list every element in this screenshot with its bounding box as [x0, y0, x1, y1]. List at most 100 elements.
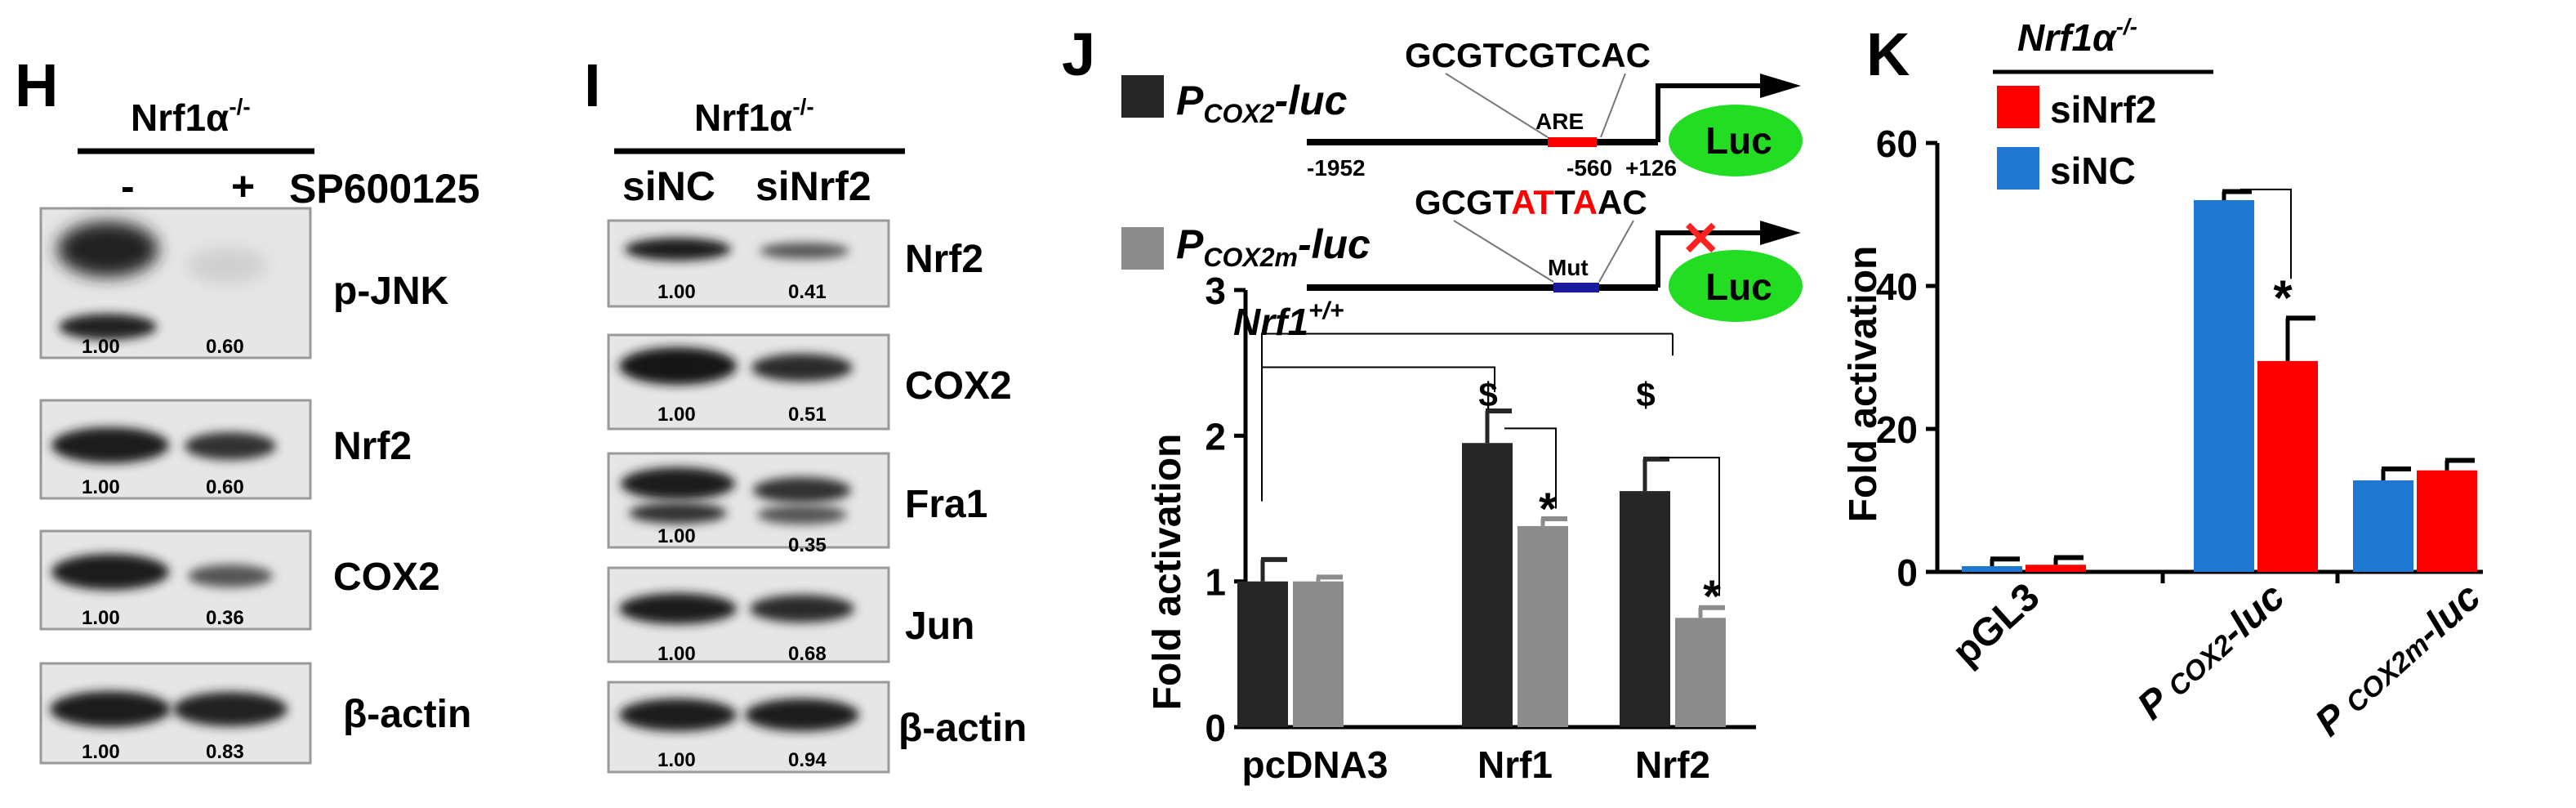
band	[621, 467, 735, 500]
significance-star: *	[2273, 270, 2293, 325]
quant-value: 0.83	[206, 741, 244, 763]
bar	[1462, 443, 1513, 727]
mut-element	[1553, 283, 1599, 292]
band	[750, 595, 854, 623]
quant-value: 0.36	[206, 607, 244, 629]
bar	[1293, 581, 1344, 727]
significance-dollar: $	[1636, 376, 1655, 414]
band	[760, 243, 849, 259]
quant-value: 0.60	[206, 476, 244, 498]
quant-value: 1.00	[82, 476, 120, 498]
panel-h: H Nrf1α-/- - + SP600125 p-JNK 1.00 0.60 …	[15, 51, 480, 765]
bar	[1962, 566, 2022, 572]
bar	[1237, 581, 1288, 727]
panel-h-letter: H	[15, 51, 58, 119]
band	[757, 505, 847, 525]
zoom-line	[1445, 73, 1549, 138]
luc-reporter	[1669, 105, 1803, 176]
arrowhead	[1760, 74, 1801, 98]
pos-start: -1952	[1307, 155, 1366, 181]
y-tick-label: 0	[1205, 707, 1226, 749]
band	[185, 432, 276, 460]
legend-swatch-gray	[1121, 227, 1164, 270]
chart-k-ylabel: Fold activation	[1842, 246, 1885, 523]
band	[51, 554, 169, 590]
band	[173, 692, 287, 726]
quant-value: 0.51	[788, 404, 827, 426]
y-tick-label: 1	[1205, 561, 1226, 604]
legend-swatch-dark	[1121, 75, 1164, 118]
y-tick-label: 60	[1876, 123, 1918, 165]
chart-j: Fold activation 0 1 2 3 pcDNA3 Nrf1 Nrf2 $ $ * *	[1146, 270, 1756, 786]
bar	[1675, 618, 1726, 727]
y-tick-label: 3	[1205, 270, 1226, 312]
panel-i-genotype: Nrf1α-/-	[694, 94, 814, 139]
luc-label: Luc	[1705, 266, 1772, 308]
construct-cox2m: PCOX2m-luc GCGTATTAAC Mut ✕ Luc	[1121, 183, 1803, 322]
bracket	[1262, 366, 1495, 392]
zoom-line	[1453, 220, 1554, 283]
legend-swatch-sinc	[1997, 147, 2039, 190]
y-tick-label: 0	[1896, 551, 1918, 594]
quant-value: 0.60	[206, 336, 244, 358]
quant-value: 1.00	[82, 741, 120, 763]
band	[619, 593, 737, 624]
construct-cox2-sequence: GCGTCGTCAC	[1405, 36, 1651, 74]
band	[51, 427, 169, 463]
blot-i-nrf2-label: Nrf2	[905, 238, 983, 281]
are-element	[1548, 137, 1597, 147]
blot-h-nrf2-label: Nrf2	[333, 425, 412, 468]
zoom-line	[1598, 220, 1634, 283]
blot-i-actin-label: β-actin	[898, 707, 1027, 750]
pos-mid: -560	[1567, 155, 1612, 181]
panel-h-minus: -	[121, 163, 135, 209]
quant-value: 1.00	[657, 404, 696, 426]
band	[188, 565, 273, 587]
luc-label: Luc	[1705, 119, 1772, 162]
quant-value: 0.94	[788, 749, 827, 771]
quant-value: 1.00	[82, 607, 120, 629]
bar	[2257, 360, 2318, 572]
y-tick-label: 40	[1876, 266, 1918, 308]
panel-i-lane1: siNC	[622, 163, 715, 209]
panel-h-treatment-label: SP600125	[289, 166, 480, 212]
band	[619, 699, 737, 731]
construct-cox2m-name: PCOX2m-luc	[1176, 221, 1370, 272]
bracket	[1504, 427, 1557, 509]
chart-j-ylabel: Fold activation	[1146, 434, 1189, 711]
band	[59, 314, 157, 340]
blot-i-fra1: Fra1 1.00 0.35	[607, 452, 987, 556]
bracket	[1660, 457, 1720, 596]
legend-sinc: siNC	[2050, 150, 2136, 192]
legend-swatch-sinrf2	[1997, 86, 2039, 128]
quant-value: 1.00	[82, 336, 120, 358]
y-tick-label: 20	[1876, 408, 1918, 451]
band	[745, 699, 859, 731]
blot-i-actin: β-actin 1.00 0.94	[607, 681, 1027, 774]
blot-h-pjnk: p-JNK 1.00 0.60	[39, 207, 449, 359]
are-label: ARE	[1535, 109, 1584, 134]
blot-h-nrf2: Nrf2 1.00 0.60	[39, 399, 412, 500]
bar	[2353, 480, 2413, 572]
y-tick-label: 2	[1205, 415, 1226, 458]
band	[50, 691, 171, 727]
x-tick-label: pcDNA3	[1242, 743, 1388, 786]
blot-h-cox2: COX2 1.00 0.36	[39, 529, 440, 631]
blot-i-nrf2: Nrf2 1.00 0.41	[607, 219, 983, 308]
significance-star: *	[1539, 483, 1557, 534]
band	[57, 221, 158, 277]
legend-sinrf2: siNrf2	[2050, 88, 2156, 131]
bar	[1620, 491, 1670, 727]
panel-k: K Nrf1α-/- siNrf2 siNC	[1866, 14, 2213, 192]
construct-cox2: PCOX2-luc GCGTCGTCAC ARE Luc -1952 -560 …	[1121, 36, 1803, 181]
panel-j-genotype: Nrf1+/+	[1233, 297, 1344, 343]
bracket	[2240, 188, 2292, 279]
x-tick-label: Nrf2	[1635, 743, 1710, 786]
panel-i-letter: I	[584, 51, 601, 119]
quant-value: 1.00	[657, 643, 696, 665]
blot-h-cox2-label: COX2	[333, 556, 440, 599]
tss-arrow	[1656, 230, 1764, 288]
blot-i-cox2: COX2 1.00 0.51	[607, 333, 1012, 431]
band	[619, 347, 737, 385]
